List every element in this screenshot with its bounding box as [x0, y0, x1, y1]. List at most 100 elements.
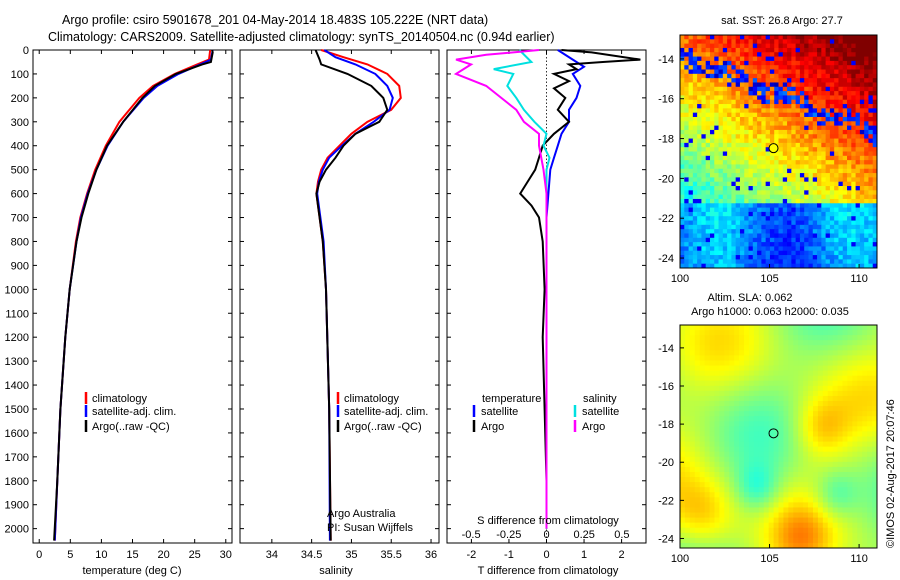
sla-cell: [832, 370, 839, 377]
sla-cell: [768, 395, 775, 402]
sst-cell: [739, 91, 745, 96]
sst-cell: [774, 108, 779, 114]
sst-cell: [821, 233, 827, 239]
salinity-line-argo: [314, 49, 389, 541]
sst-cell: [851, 116, 857, 122]
sst-cell: [842, 47, 848, 53]
sla-cell: [857, 522, 863, 529]
sst-cell: [799, 211, 805, 217]
sst-cell: [769, 65, 775, 71]
sst-cell: [778, 47, 784, 53]
sst-cell: [825, 99, 831, 105]
sst-cell: [825, 194, 831, 200]
sla-cell: [680, 355, 686, 361]
sst-cell: [727, 69, 732, 75]
sla-cell: [808, 542, 814, 549]
sst-cell: [748, 259, 754, 265]
sst-cell: [765, 255, 771, 260]
sst-cell: [727, 216, 732, 222]
sst-cell: [834, 160, 839, 165]
sst-cell: [718, 35, 724, 40]
sla-cell: [709, 456, 715, 463]
sla-cell: [817, 370, 824, 377]
sst-cell: [718, 138, 724, 144]
sla-cell: [837, 527, 844, 534]
sst-cell: [680, 142, 685, 148]
sst-cell: [757, 121, 762, 127]
sst-cell: [829, 242, 835, 247]
sla-cell: [694, 517, 701, 524]
sst-cell: [795, 168, 801, 174]
sst-cell: [855, 246, 861, 252]
sst-cell: [752, 147, 758, 152]
sst-cell: [872, 43, 878, 49]
sla-cell: [862, 340, 868, 346]
sst-cell: [722, 198, 728, 204]
sst-cell: [782, 263, 788, 269]
sla-cell: [847, 330, 853, 336]
sst-cell: [859, 233, 865, 239]
sst-cell: [868, 86, 874, 92]
sla-cell: [817, 380, 824, 387]
sla-cell: [714, 492, 720, 498]
sst-cell: [680, 263, 685, 269]
sst-cell: [680, 60, 685, 66]
sla-cell: [793, 456, 799, 463]
sla-cell: [744, 390, 750, 397]
sst-cell: [829, 233, 835, 239]
s-difference-tick-label: -0.25: [496, 529, 521, 541]
sla-cell: [758, 370, 765, 377]
sst-cell: [868, 186, 874, 191]
sst-cell: [868, 47, 874, 53]
lat-tick-label: -24: [658, 253, 674, 265]
sla-cell: [783, 401, 789, 407]
sst-cell: [787, 229, 792, 234]
sla-cell: [812, 330, 819, 336]
sla-cell: [694, 370, 701, 377]
sla-cell: [783, 370, 789, 377]
sst-cell: [757, 43, 762, 49]
sst-cell: [757, 207, 762, 213]
sst-cell: [787, 134, 792, 140]
sst-cell: [799, 160, 805, 165]
sst-cell: [757, 95, 762, 101]
sst-cell: [744, 129, 750, 135]
sst-cell: [851, 82, 857, 88]
sst-cell: [812, 73, 818, 79]
sst-cell: [739, 164, 745, 170]
sst-cell: [697, 99, 702, 105]
sst-cell: [765, 121, 771, 127]
sla-cell: [748, 355, 755, 361]
sla-cell: [872, 471, 878, 478]
sst-cell: [714, 242, 720, 247]
sla-cell: [793, 527, 799, 534]
sst-cell: [804, 52, 809, 58]
sla-cell: [748, 380, 755, 387]
sst-cell: [701, 198, 707, 204]
sst-cell: [851, 168, 857, 174]
sst-cell: [748, 224, 754, 230]
sst-cell: [829, 259, 835, 265]
sst-cell: [705, 108, 711, 114]
sla-cell: [872, 390, 878, 397]
sst-cell: [872, 155, 878, 161]
sla-cell: [788, 411, 794, 417]
sla-cell: [817, 542, 824, 549]
sla-cell: [714, 477, 720, 483]
sst-cell: [731, 203, 737, 209]
sla-cell: [739, 436, 745, 443]
sla-cell: [739, 330, 745, 336]
sla-cell: [704, 406, 711, 412]
sst-cell: [680, 237, 685, 243]
sst-cell: [842, 125, 848, 131]
sst-cell: [842, 95, 848, 101]
sst-cell: [795, 60, 801, 66]
sla-cell: [773, 345, 779, 351]
sla-cell: [699, 507, 706, 514]
sst-cell: [782, 190, 788, 196]
sla-cell: [768, 335, 775, 341]
sla-cell: [729, 456, 735, 463]
sst-cell: [847, 164, 852, 170]
sst-cell: [817, 194, 822, 200]
sla-cell: [867, 375, 873, 382]
